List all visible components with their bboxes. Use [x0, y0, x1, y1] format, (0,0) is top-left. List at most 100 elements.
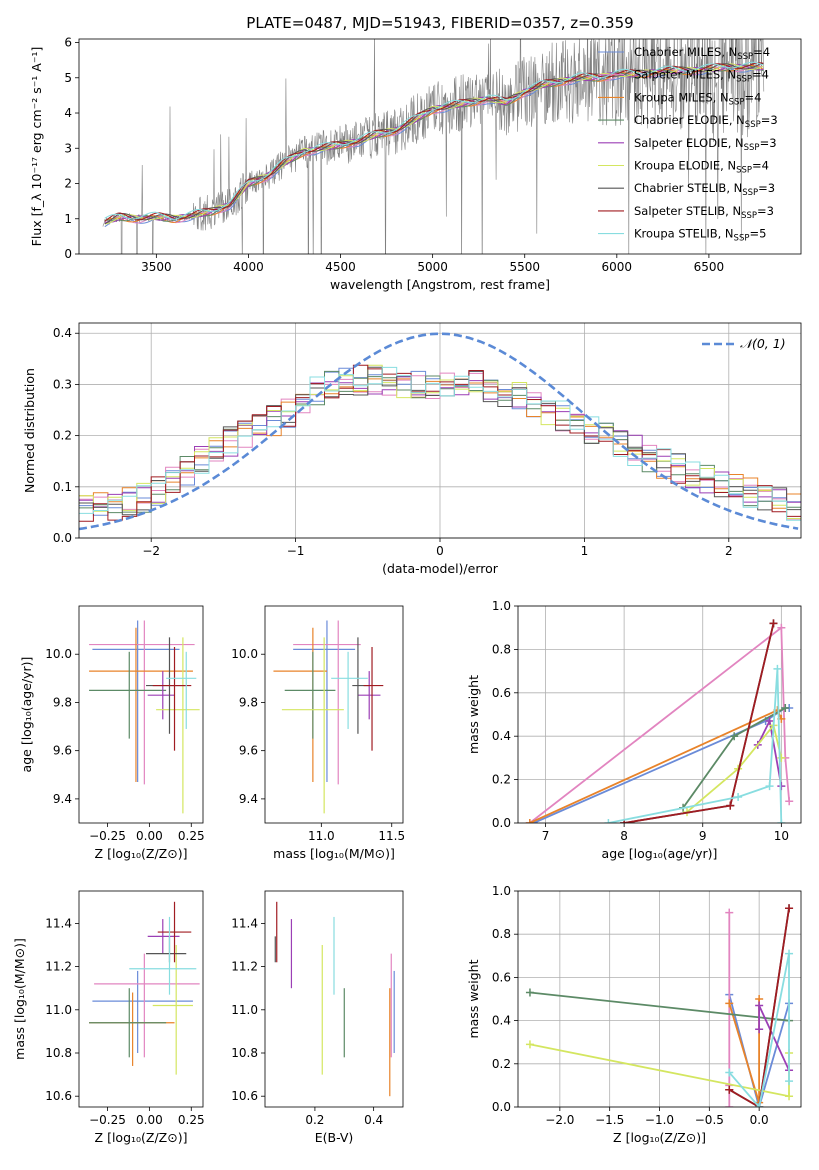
weight-line — [728, 953, 790, 1107]
axes-frame — [78, 890, 204, 1108]
x-axis-label: Z [log₁₀(Z/Z⊙)] — [95, 846, 188, 861]
x-tick-label: 1 — [581, 544, 589, 558]
x-tick-label: 10 — [774, 829, 789, 843]
x-tick-label: 2 — [725, 544, 733, 558]
errorbar-salpeter-stelib — [157, 901, 192, 963]
x-axis-label: Z [log₁₀(Z/Z⊙)] — [613, 1130, 706, 1145]
y-tick-label: 0.6 — [492, 970, 511, 984]
x-tick-label: 0.00 — [136, 829, 163, 843]
x-tick-label: 9 — [699, 829, 707, 843]
legend-subscript: SSP — [729, 97, 745, 107]
y-tick-label: 10.8 — [45, 1046, 72, 1060]
weight-marker — [755, 1001, 764, 1010]
x-tick-label: 0.0 — [750, 1113, 769, 1127]
weight-marker — [525, 988, 534, 997]
axes-frame — [78, 322, 802, 539]
y-tick-label: 11.2 — [45, 960, 72, 974]
x-tick-label: 0.25 — [178, 1113, 205, 1127]
plot-area — [525, 619, 794, 823]
x-axis-label: Z [log₁₀(Z/Z⊙)] — [95, 1130, 188, 1145]
y-tick-label: 6 — [64, 36, 72, 50]
y-tick-label: 0.4 — [492, 729, 511, 743]
y-tick-label: 0.4 — [53, 326, 72, 340]
x-axis-label: age [log₁₀(age/yr)] — [602, 846, 718, 861]
weight-line — [529, 625, 791, 823]
y-tick-label: 11.0 — [45, 1003, 72, 1017]
legend-subscript: SSP — [742, 188, 758, 198]
y-tick-label: 10.0 — [231, 647, 258, 661]
x-tick-label: −0.25 — [89, 829, 126, 843]
x-tick-label: 5000 — [417, 260, 448, 274]
x-tick-label: 6500 — [694, 260, 725, 274]
y-tick-label: 9.4 — [239, 792, 258, 806]
weight-marker — [785, 1092, 794, 1101]
legend-value: =4 — [744, 90, 761, 104]
weight-marker — [785, 949, 794, 958]
panel-z-weight: −2.0 −1.5 −1.0 −0.5 0.0 0.0 0.2 0.4 0.6 0.8 1.0 Z [… — [466, 884, 802, 1145]
x-tick-label: 0.2 — [305, 1113, 324, 1127]
weight-marker — [755, 1103, 764, 1107]
errorbar-kroupa-stelib — [129, 916, 197, 995]
y-tick-label: 0.8 — [492, 927, 511, 941]
y-tick-label: 11.2 — [231, 960, 258, 974]
x-tick-label: 0.4 — [364, 1113, 383, 1127]
y-tick-label: 0.6 — [492, 686, 511, 700]
plot-panels: 3500 4000 4500 5000 5500 6000 6500 0 1 2 3 4 5 6 wavel… — [12, 36, 802, 1145]
plot-area — [525, 904, 794, 1107]
y-tick-label: 10.6 — [231, 1089, 258, 1103]
legend-value: =3 — [758, 181, 775, 195]
weight-marker — [785, 797, 794, 806]
legend-subscript: SSP — [745, 120, 761, 130]
legend-value: =4 — [753, 45, 770, 59]
y-tick-label: 0.4 — [492, 1014, 511, 1028]
y-tick-label: 10.8 — [231, 1046, 258, 1060]
x-tick-label: 8 — [620, 829, 628, 843]
weight-marker — [777, 753, 786, 762]
weight-marker — [781, 703, 790, 712]
errorbar-kroupa-elodie — [156, 637, 200, 814]
y-tick-label: 1 — [64, 212, 72, 226]
plot-area — [102, 39, 765, 254]
x-tick-label: 4000 — [233, 260, 264, 274]
y-tick-label: 10.6 — [45, 1089, 72, 1103]
y-tick-label: 0 — [64, 247, 72, 261]
panel-spectrum: 3500 4000 4500 5000 5500 6000 6500 0 1 2 3 4 5 6 wavel… — [29, 36, 802, 292]
weight-line — [686, 723, 783, 813]
errorbar-kroupa-elodie — [281, 637, 344, 814]
legend-subscript: SSP — [736, 166, 752, 176]
legend-label: Salpeter STELIB, NSSP=3 — [634, 204, 774, 221]
y-tick-label: 11.4 — [231, 916, 258, 930]
axes-frame — [264, 890, 404, 1108]
y-tick-label: 0.2 — [492, 1057, 511, 1071]
weight-line — [529, 991, 790, 1022]
errorbar-salpeter-miles — [94, 953, 200, 1058]
weight-marker — [525, 1040, 534, 1049]
x-tick-label: −1 — [287, 544, 305, 558]
x-tick-label: 6000 — [602, 260, 633, 274]
errorbar-chabrier-elodie — [284, 651, 336, 739]
legend-value: =4 — [752, 159, 769, 173]
legend-subscript: SSP — [741, 211, 757, 221]
y-tick-label: 10.0 — [45, 647, 72, 661]
legend-label: Salpeter ELODIE, NSSP=3 — [634, 136, 777, 153]
y-tick-label: 9.6 — [239, 744, 258, 758]
plot-area — [89, 901, 200, 1075]
x-tick-label: −1.5 — [595, 1113, 624, 1127]
legend-subscript: SSP — [734, 234, 750, 244]
legend-label: Salpeter MILES, NSSP=4 — [634, 68, 769, 85]
y-tick-label: 11.4 — [45, 916, 72, 930]
weight-marker — [765, 782, 774, 791]
legend-label: Kroupa STELIB, NSSP=5 — [634, 227, 766, 244]
y-axis-label: Flux [f_λ 10⁻¹⁷ erg cm⁻² s⁻¹ A⁻¹] — [29, 47, 44, 247]
y-axis-label: mass weight — [466, 959, 481, 1038]
weight-marker — [777, 782, 786, 791]
errorbar-salpeter-stelib — [363, 646, 384, 751]
y-tick-label: 0.0 — [492, 816, 511, 830]
legend-value: =5 — [749, 227, 766, 241]
errorbar-kroupa-elodie — [152, 945, 193, 1075]
x-tick-label: 7 — [542, 829, 550, 843]
weight-marker — [604, 819, 613, 823]
plot-area — [274, 901, 395, 1097]
weight-marker — [734, 792, 743, 801]
y-tick-label: 9.6 — [53, 744, 72, 758]
